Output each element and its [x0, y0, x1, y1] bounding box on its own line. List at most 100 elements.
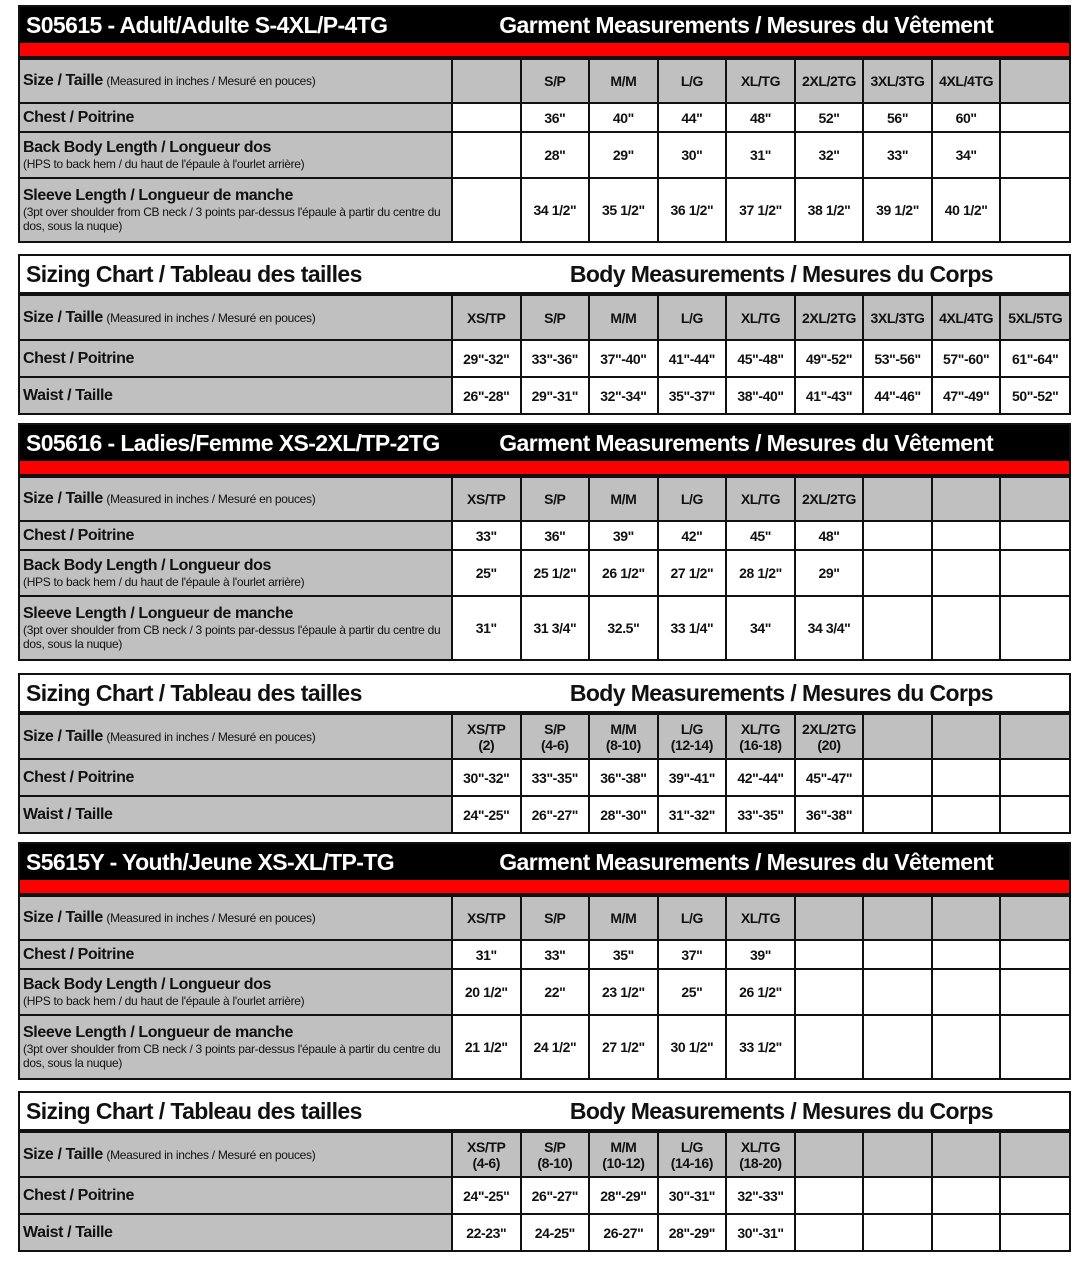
measurement-value [999, 1176, 1069, 1215]
measurement-row: Chest / Poitrine 29"-32" 33"-36" 37"-40" 41"… [20, 339, 1069, 378]
size-range: (16-18) [739, 736, 782, 753]
row-label: Waist / Taille [23, 1223, 113, 1241]
measurement-value: 57"-60" [930, 339, 1002, 378]
measurement-value: 40" [588, 102, 659, 133]
size-name: M/M [610, 1138, 637, 1155]
measurement-row: Waist / Taille 24"-25" 26"-27" 28"-30" 31"-3… [20, 795, 1069, 832]
measurement-value: 41"-44" [656, 339, 728, 378]
size-label-cell: Size / Taille (Measured in inches / Mesu… [20, 895, 453, 941]
measurement-value: 24"-25" [451, 795, 522, 832]
measurement-value: 24 1/2" [519, 1014, 591, 1078]
measurement-value [999, 102, 1069, 133]
size-label-cell: Size / Taille (Measured in inches / Mesu… [20, 476, 453, 522]
measurement-table: Size / Taille (Measured in inches / Mesu… [20, 294, 1069, 413]
size-range: (4-6) [541, 736, 569, 753]
measurement-row: Waist / Taille 22-23" 24-25" 26-27" 28"-29" 3… [20, 1213, 1069, 1250]
measurement-value: 28"-29" [588, 1176, 659, 1215]
measurement-value: 25 1/2" [519, 549, 591, 597]
measurement-row: Sleeve Length / Longueur de manche (3pt o… [20, 177, 1069, 241]
measurement-value [930, 520, 1002, 551]
red-divider-bar [20, 880, 1069, 895]
measurement-value: 32.5" [588, 595, 659, 659]
measurement-value: 29" [793, 549, 865, 597]
size-header-row: Size / Taille (Measured in inches / Mesu… [20, 1131, 1069, 1178]
measurement-row: Sleeve Length / Longueur de manche (3pt o… [20, 595, 1069, 659]
row-label-cell: Waist / Taille [20, 1213, 453, 1250]
size-column-header: 2XL/2TG [793, 476, 865, 522]
measurement-value [862, 939, 933, 970]
size-label: Size / Taille [23, 909, 103, 926]
size-column-header: L/G [656, 58, 728, 104]
measurement-value: 32" [793, 131, 865, 179]
measurement-value: 37"-40" [588, 339, 659, 378]
measurement-value: 44" [656, 102, 728, 133]
measurement-value [930, 968, 1002, 1016]
size-name: 2XL/2TG [802, 720, 856, 737]
section-subtitle: Garment Measurements / Mesures du Vêteme… [499, 429, 993, 456]
row-label: Chest / Poitrine [23, 349, 134, 367]
size-column-header: 4XL/4TG [930, 294, 1002, 341]
size-column-header: M/M [588, 294, 659, 341]
size-column-header: 5XL/5TG [999, 294, 1069, 341]
size-column-header [862, 1131, 933, 1178]
size-column-header [930, 476, 1002, 522]
row-note: (HPS to back hem / du haut de l'épaule à… [23, 575, 305, 589]
measurement-value [793, 1213, 865, 1250]
measurement-value: 39 1/2" [862, 177, 933, 241]
size-column-header [930, 1131, 1002, 1178]
section-title: Sizing Chart / Tableau des tailles [26, 1097, 362, 1124]
measurement-value [862, 549, 933, 597]
row-label: Chest / Poitrine [23, 1186, 134, 1204]
measurement-value: 34 1/2" [519, 177, 591, 241]
size-column-header: 4XL/4TG [930, 58, 1002, 104]
measurement-value: 45" [725, 520, 796, 551]
measurement-value [451, 177, 522, 241]
measurement-value: 35" [588, 939, 659, 970]
measurement-value: 20 1/2" [451, 968, 522, 1016]
measurement-value: 56" [862, 102, 933, 133]
measurement-value [862, 595, 933, 659]
measurement-row: Back Body Length / Longueur dos (HPS to b… [20, 549, 1069, 597]
size-header-row: Size / Taille (Measured in inches / Mesu… [20, 476, 1069, 522]
size-column-header: M/M (10-12) [588, 1131, 659, 1178]
garment-measurements-section: S5615Y - Youth/Jeune XS-XL/TP-TG Garment … [18, 842, 1071, 1080]
row-label-cell: Back Body Length / Longueur dos (HPS to b… [20, 131, 453, 179]
size-column-header: XS/TP [451, 294, 522, 341]
size-range: (14-16) [670, 1154, 714, 1171]
measurement-value: 26-27" [588, 1213, 659, 1250]
size-column-header: L/G [656, 476, 728, 522]
size-column-header [999, 713, 1069, 760]
measurement-value: 33" [451, 520, 522, 551]
measurement-value: 48" [793, 520, 865, 551]
row-label: Waist / Taille [23, 805, 113, 823]
size-label-cell: Size / Taille (Measured in inches / Mesu… [20, 294, 453, 341]
row-label-cell: Back Body Length / Longueur dos (HPS to b… [20, 549, 453, 597]
measurement-value: 33 1/2" [725, 1014, 796, 1078]
garment-measurements-section: S05616 - Ladies/Femme XS-2XL/TP-2TG Garme… [18, 423, 1071, 661]
measurement-value: 36" [519, 102, 591, 133]
measurement-value [999, 1014, 1069, 1078]
measurement-value: 32"-34" [588, 376, 659, 413]
measurement-value: 42"-44" [725, 758, 796, 797]
section-header: S05616 - Ladies/Femme XS-2XL/TP-2TG Garme… [20, 425, 1069, 461]
row-label-cell: Chest / Poitrine [20, 1176, 453, 1215]
measurement-value: 37 1/2" [725, 177, 796, 241]
size-note: (Measured in inches / Mesuré en pouces) [106, 729, 316, 744]
measurement-value [930, 939, 1002, 970]
row-label-cell: Back Body Length / Longueur dos (HPS to b… [20, 968, 453, 1016]
section-subtitle: Body Measurements / Mesures du Corps [569, 1097, 994, 1124]
row-note: (HPS to back hem / du haut de l'épaule à… [23, 994, 305, 1008]
section-subtitle: Garment Measurements / Mesures du Vêteme… [499, 11, 993, 38]
measurement-value: 26"-27" [519, 1176, 591, 1215]
measurement-table: Size / Taille (Measured in inches / Mesu… [20, 895, 1069, 1078]
measurement-value: 35"-37" [656, 376, 728, 413]
measurement-value: 30" [656, 131, 728, 179]
size-column-header: XL/TG (16-18) [725, 713, 796, 760]
measurement-value: 33"-36" [519, 339, 591, 378]
size-column-header [999, 58, 1069, 104]
size-column-header [999, 476, 1069, 522]
measurement-value: 30"-31" [725, 1213, 796, 1250]
section-subtitle: Body Measurements / Mesures du Corps [569, 679, 994, 706]
measurement-value [999, 968, 1069, 1016]
row-label: Chest / Poitrine [23, 526, 134, 544]
